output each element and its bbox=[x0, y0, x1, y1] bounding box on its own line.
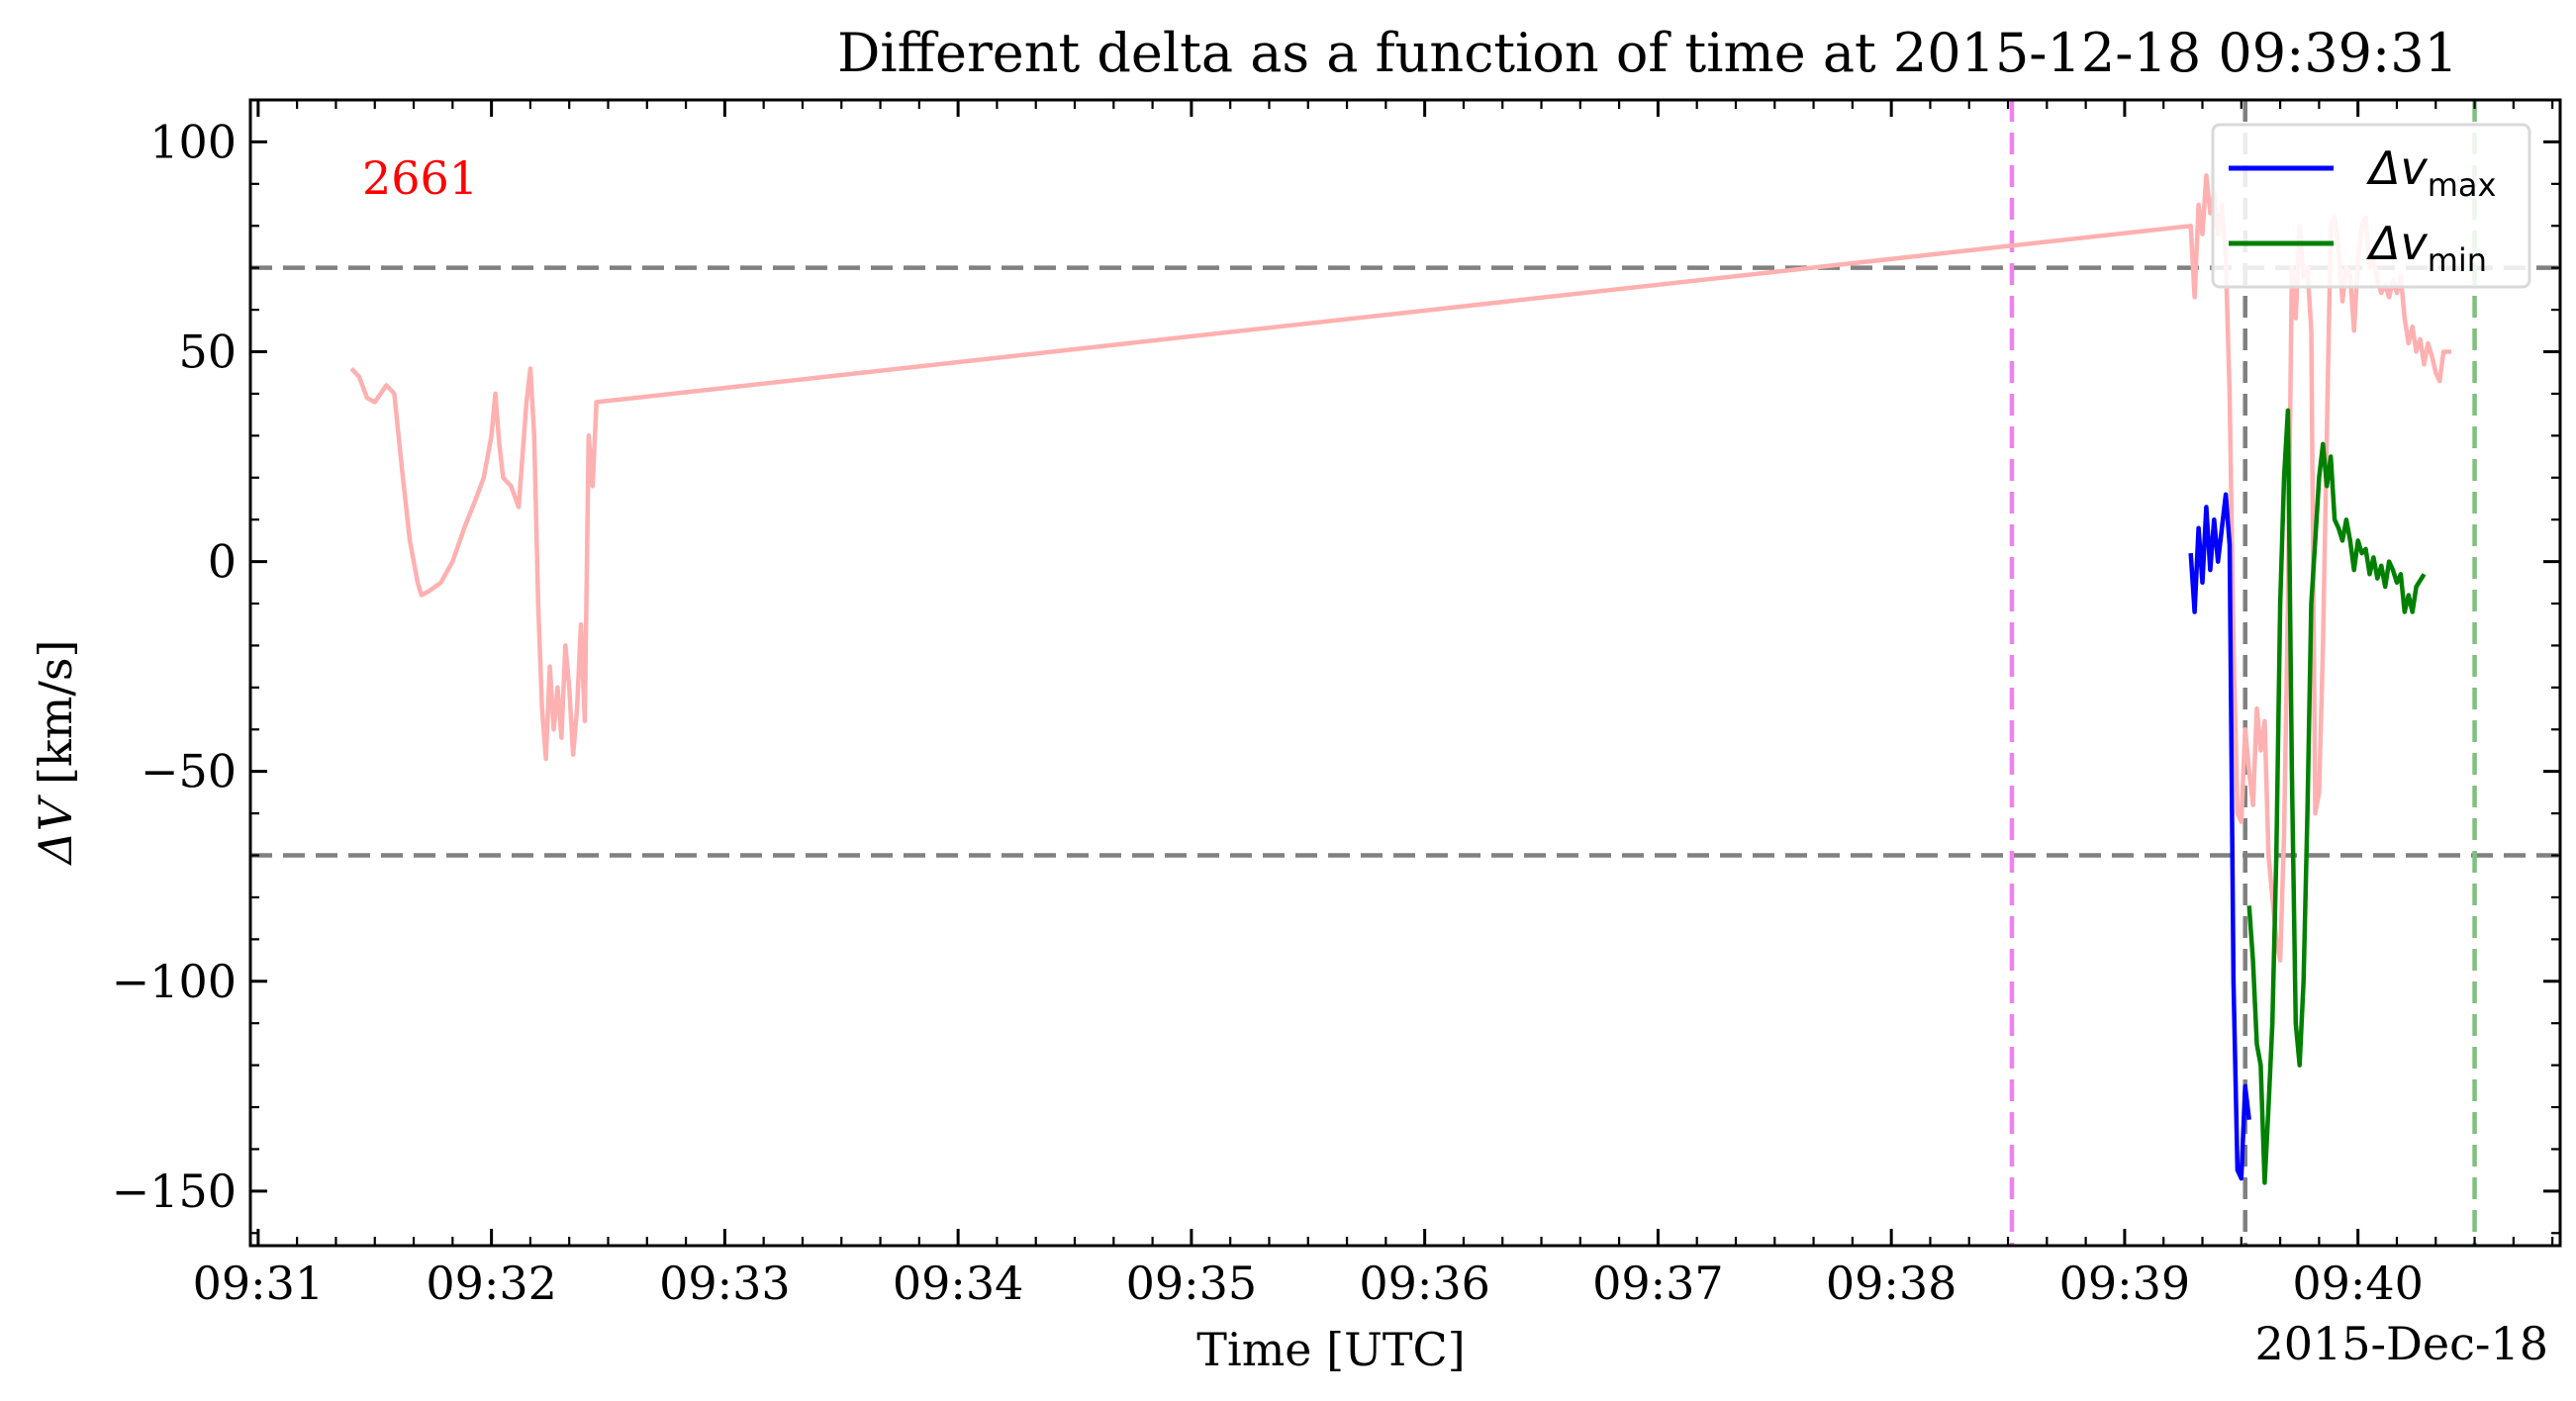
x-tick-label: 09:33 bbox=[659, 1257, 791, 1310]
legend-label-dv_max: Δvmax bbox=[2366, 141, 2496, 204]
axes: 100 50 0 −50 −100 −150 09:31 09:32 09:33 09:34 09:… bbox=[112, 98, 2562, 1310]
legend-label-sub: max bbox=[2428, 166, 2497, 204]
x-tick-label: 09:38 bbox=[1826, 1257, 1957, 1310]
plot-frame bbox=[248, 98, 2562, 1248]
y-tick-label: −100 bbox=[112, 955, 237, 1008]
x-tick-label: 09:37 bbox=[1592, 1257, 1724, 1310]
series-line-dv_min bbox=[2246, 408, 2427, 1185]
y-tick-label: −50 bbox=[141, 745, 237, 798]
legend-box bbox=[2211, 123, 2531, 289]
x-tick-label: 09:40 bbox=[2292, 1257, 2424, 1310]
x-tick-label: 09:31 bbox=[193, 1257, 325, 1310]
plot-area: 2661 bbox=[250, 100, 2560, 1246]
y-axis-label: ΔV [km/s] bbox=[29, 640, 82, 867]
y-tick-label: 100 bbox=[149, 115, 237, 168]
x-tick-label: 09:32 bbox=[426, 1257, 557, 1310]
x-tick-label: 09:39 bbox=[2059, 1257, 2191, 1310]
series-line-dv_max bbox=[2188, 492, 2251, 1181]
legend-label-base: Δv bbox=[2366, 217, 2428, 270]
legend-label-base: Δv bbox=[2366, 141, 2428, 195]
y-tick-label: −150 bbox=[112, 1165, 237, 1218]
x-tick-label: 09:36 bbox=[1359, 1257, 1490, 1310]
legend-label-sub: min bbox=[2428, 241, 2487, 279]
y-tick-label: 0 bbox=[208, 535, 237, 589]
x-tick-label: 09:34 bbox=[893, 1257, 1024, 1310]
chart-title: Different delta as a function of time at… bbox=[837, 22, 2458, 84]
plot-content bbox=[250, 100, 2560, 1246]
annotation-label: 2661 bbox=[362, 151, 478, 205]
x-offset-label: 2015-Dec-18 bbox=[2254, 1317, 2548, 1370]
x-axis-label: Time [UTC] bbox=[1196, 1323, 1465, 1376]
x-tick-label: 09:35 bbox=[1126, 1257, 1258, 1310]
y-tick-label: 50 bbox=[178, 326, 237, 379]
y-axis-label-symbol: ΔV bbox=[29, 794, 82, 866]
y-axis-label-unit: [km/s] bbox=[29, 640, 82, 786]
legend-label-dv_min: Δvmin bbox=[2366, 217, 2487, 279]
